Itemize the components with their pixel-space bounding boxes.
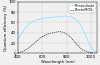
Y-axis label: Quantum efficiency (%): Quantum efficiency (%) <box>4 4 8 51</box>
Photodiode <box>87 39 88 40</box>
PhotoMOS <box>36 41 37 42</box>
Photodiode <box>43 18 44 19</box>
PhotoMOS <box>53 32 54 33</box>
Photodiode <box>94 51 95 52</box>
Photodiode <box>53 17 54 18</box>
PhotoMOS <box>84 50 85 51</box>
PhotoMOS <box>24 50 25 51</box>
PhotoMOS <box>87 51 88 52</box>
PhotoMOS <box>74 42 76 43</box>
Photodiode <box>82 28 83 29</box>
PhotoMOS <box>38 39 39 40</box>
PhotoMOS <box>40 37 42 38</box>
PhotoMOS <box>26 49 27 50</box>
Photodiode <box>45 17 47 18</box>
PhotoMOS <box>89 52 90 53</box>
Line: PhotoMOS: PhotoMOS <box>18 32 97 53</box>
Photodiode <box>92 48 93 49</box>
X-axis label: Wavelength (nm): Wavelength (nm) <box>41 60 74 64</box>
Photodiode <box>84 33 85 34</box>
Photodiode <box>26 26 27 27</box>
Photodiode <box>57 16 59 17</box>
PhotoMOS <box>92 52 93 53</box>
PhotoMOS <box>82 49 83 50</box>
PhotoMOS <box>65 33 66 34</box>
Photodiode <box>60 16 61 17</box>
Photodiode <box>21 33 22 34</box>
PhotoMOS <box>67 34 68 35</box>
Photodiode <box>62 16 64 17</box>
Photodiode <box>55 16 56 17</box>
Photodiode <box>38 19 39 20</box>
PhotoMOS <box>33 43 34 44</box>
PhotoMOS <box>28 47 30 48</box>
Photodiode <box>70 16 71 17</box>
Photodiode <box>50 17 51 18</box>
PhotoMOS <box>17 52 19 53</box>
Photodiode <box>89 44 90 45</box>
PhotoMOS <box>21 51 22 52</box>
Legend: Photodiode, PhotoMOS: Photodiode, PhotoMOS <box>69 3 96 13</box>
PhotoMOS <box>57 31 59 32</box>
PhotoMOS <box>45 34 47 35</box>
PhotoMOS <box>60 31 61 32</box>
PhotoMOS <box>77 45 78 46</box>
PhotoMOS <box>43 35 44 36</box>
Photodiode <box>65 15 66 16</box>
PhotoMOS <box>31 45 32 46</box>
PhotoMOS <box>48 33 49 34</box>
Photodiode <box>48 17 49 18</box>
PhotoMOS <box>62 32 64 33</box>
Photodiode <box>96 52 98 53</box>
PhotoMOS <box>79 47 81 48</box>
PhotoMOS <box>72 39 73 40</box>
Photodiode <box>24 29 25 30</box>
Photodiode <box>67 16 68 17</box>
Photodiode <box>72 17 73 18</box>
Line: Photodiode: Photodiode <box>18 16 97 53</box>
PhotoMOS <box>96 53 98 54</box>
PhotoMOS <box>70 36 71 37</box>
PhotoMOS <box>50 33 51 34</box>
PhotoMOS <box>55 32 56 33</box>
